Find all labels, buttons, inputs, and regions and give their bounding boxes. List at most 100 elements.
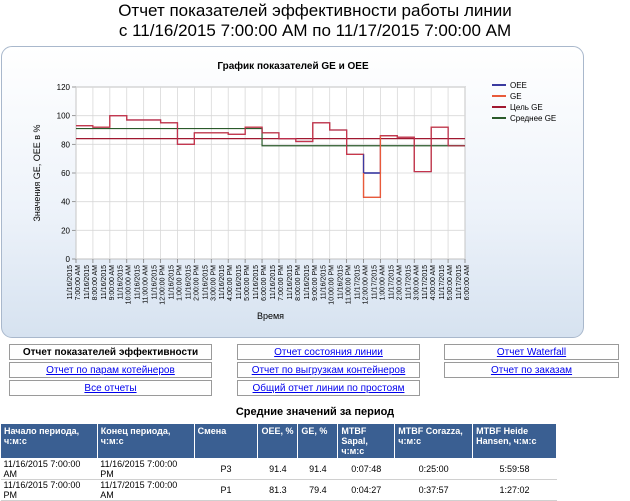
table-row: 11/16/2015 7:00:00 AM 11/16/2015 7:00:00 … bbox=[0, 458, 557, 480]
chart-panel: График показателей GE и OEE 0 20 40 60 80 100 1… bbox=[1, 46, 584, 338]
y-tick-label: 20 bbox=[61, 226, 70, 235]
table-cell: 91.4 bbox=[297, 458, 338, 480]
y-tick-label: 100 bbox=[57, 112, 71, 121]
x-tick-label: 11/16/20153:00:00 PM bbox=[202, 265, 217, 301]
nav-container-pairs-report[interactable]: Отчет по парам котейнеров bbox=[9, 362, 212, 378]
x-tick-text: 11/16/201512:00:00 PM bbox=[152, 265, 167, 305]
x-tick-text: 11/16/20152:00:00 PM bbox=[185, 265, 200, 301]
x-tick-label: 11/16/20158:00:00 AM bbox=[84, 265, 99, 301]
y-tick-label: 80 bbox=[61, 140, 70, 149]
x-tick-label: 11/16/201510:00:00 AM bbox=[118, 265, 133, 304]
averages-title: Средние значений за период bbox=[235, 406, 395, 418]
nav-label: Отчет по заказам bbox=[490, 365, 573, 376]
x-tick-text: 11/16/20158:00:00 PM bbox=[287, 265, 302, 301]
series-line-3 bbox=[76, 127, 465, 147]
table-cell: 11/16/2015 7:00:00 PM bbox=[0, 479, 98, 501]
x-tick-text: 11/16/20155:00:00 PM bbox=[236, 265, 251, 301]
table-cell: 81.3 bbox=[257, 479, 298, 501]
nav-container-unloads-report[interactable]: Отчет по выгрузкам контейнеров bbox=[237, 362, 420, 378]
x-tick-label: 11/16/20159:00:00 PM bbox=[304, 265, 319, 301]
x-tick-label: 11/16/20152:00:00 PM bbox=[185, 265, 200, 301]
x-tick-label: 11/16/20157:00:00 AM bbox=[67, 265, 82, 301]
x-tick-text: 11/17/20154:00:00 AM bbox=[422, 265, 437, 301]
x-tick-text: 11/16/201510:00:00 AM bbox=[118, 265, 133, 304]
x-tick-text: 11/16/20157:00:00 AM bbox=[67, 265, 82, 301]
column-header: GE, % bbox=[297, 423, 339, 459]
nav-label: Отчет по выгрузкам контейнеров bbox=[251, 365, 406, 376]
x-tick-text: 11/16/20159:00:00 PM bbox=[304, 265, 319, 301]
column-header: MTBF Sapal, ч:м:с bbox=[337, 423, 396, 459]
x-tick-text: 11/16/20154:00:00 PM bbox=[219, 265, 234, 301]
nav-waterfall-report[interactable]: Отчет Waterfall bbox=[444, 344, 619, 360]
nav-orders-report[interactable]: Отчет по заказам bbox=[444, 362, 619, 378]
nav-label: Отчет по парам котейнеров bbox=[46, 365, 175, 376]
x-tick-label: 11/16/201512:00:00 PM bbox=[152, 265, 167, 305]
x-tick-label: 11/16/20151:00:00 PM bbox=[168, 265, 183, 301]
nav-label: Отчет состояния линии bbox=[274, 347, 383, 358]
table-cell: 91.4 bbox=[257, 458, 298, 480]
legend-label: GE bbox=[510, 92, 522, 101]
nav-line-status-report[interactable]: Отчет состояния линии bbox=[237, 344, 420, 360]
x-tick-label: 11/17/20154:00:00 AM bbox=[422, 265, 437, 301]
legend-label: Цель GE bbox=[510, 103, 543, 112]
report-period: с 11/16/2015 7:00:00 AM по 11/17/2015 7:… bbox=[118, 21, 512, 40]
table-cell: Р1 bbox=[194, 479, 258, 501]
table-cell: 11/17/2015 7:00:00 AM bbox=[97, 479, 195, 501]
x-tick-text: 11/16/201511:00:00 PM bbox=[338, 265, 353, 304]
x-tick-label: 11/16/201511:00:00 PM bbox=[338, 265, 353, 304]
ge-oee-chart: График показателей GE и OEE 0 20 40 60 80 100 1… bbox=[32, 60, 556, 321]
chart-title: График показателей GE и OEE bbox=[217, 60, 369, 72]
x-tick-label: 11/17/20152:00:00 AM bbox=[388, 265, 403, 301]
nav-label: Общий отчет линии по простоям bbox=[252, 383, 405, 394]
nav-all-reports[interactable]: Все отчеты bbox=[9, 380, 212, 396]
x-tick-text: 11/17/201512:00:00 AM bbox=[355, 265, 370, 304]
nav-line-efficiency-report[interactable]: Отчет показателей эффективности линии bbox=[9, 344, 212, 374]
table-header-row: Начало периода, ч:м:с Конец периода, ч:м:… bbox=[0, 423, 557, 459]
series-line-ge-overlay bbox=[76, 115, 465, 198]
table-cell: 0:37:57 bbox=[394, 479, 473, 501]
x-tick-label: 11/16/20154:00:00 PM bbox=[219, 265, 234, 301]
x-tick-text: 11/16/20157:00:00 PM bbox=[270, 265, 285, 301]
column-header: Смена bbox=[193, 423, 259, 459]
nav-label: Отчет Waterfall bbox=[496, 347, 567, 358]
x-tick-text: 11/17/20151:00:00 AM bbox=[371, 265, 386, 301]
table-cell: 1:27:02 bbox=[472, 479, 557, 501]
x-tick-label: 11/17/20153:00:00 AM bbox=[405, 265, 420, 301]
column-header: Начало периода, ч:м:с bbox=[0, 423, 98, 459]
x-tick-label: 11/16/20157:00:00 PM bbox=[270, 265, 285, 301]
table-cell: 79.4 bbox=[297, 479, 338, 501]
averages-table: Начало периода, ч:м:с Конец периода, ч:м:… bbox=[0, 423, 557, 501]
x-tick-text: 11/16/20151:00:00 PM bbox=[168, 265, 183, 301]
table-cell: 5:59:58 bbox=[472, 458, 557, 480]
y-axis-label: Значения GE, OEE в % bbox=[32, 124, 42, 221]
x-tick-text: 11/16/20153:00:00 PM bbox=[202, 265, 217, 301]
y-tick-label: 0 bbox=[66, 255, 71, 264]
table-cell: 0:07:48 bbox=[337, 458, 395, 480]
x-tick-label: 11/16/201511:00:00 AM bbox=[135, 265, 150, 304]
legend-label: Среднее GE bbox=[510, 114, 556, 123]
x-axis-label: Время bbox=[257, 311, 284, 321]
x-tick-text: 11/16/20156:00:00 PM bbox=[253, 265, 268, 301]
column-header: MTBF Heide Hansen, ч:м:с bbox=[472, 423, 557, 459]
legend-label: OEE bbox=[510, 81, 527, 90]
x-tick-label: 11/16/201510:00:00 PM bbox=[321, 265, 336, 305]
x-tick-label: 11/17/20151:00:00 AM bbox=[371, 265, 386, 301]
table-cell: 0:25:00 bbox=[394, 458, 473, 480]
x-tick-label: 11/16/20159:00:00 AM bbox=[101, 265, 116, 301]
x-tick-text: 11/16/201511:00:00 AM bbox=[135, 265, 150, 304]
x-tick-label: 11/16/20158:00:00 PM bbox=[287, 265, 302, 301]
table-cell: 0:04:27 bbox=[337, 479, 395, 501]
x-tick-label: 11/17/20156:00:00 AM bbox=[456, 265, 471, 301]
column-header: MTBF Corazza, ч:м:с bbox=[394, 423, 474, 459]
column-header: OEE, % bbox=[257, 423, 299, 459]
x-tick-label: 11/16/20155:00:00 PM bbox=[236, 265, 251, 301]
x-tick-text: 11/17/20153:00:00 AM bbox=[405, 265, 420, 301]
table-cell: 11/16/2015 7:00:00 AM bbox=[0, 458, 98, 480]
x-tick-text: 11/16/20158:00:00 AM bbox=[84, 265, 99, 301]
report-title: Отчет показателей эффективности работы л… bbox=[118, 1, 512, 20]
x-tick-label: 11/17/201512:00:00 AM bbox=[355, 265, 370, 304]
table-cell: Р3 bbox=[194, 458, 258, 480]
table-row: 11/16/2015 7:00:00 PM 11/17/2015 7:00:00 … bbox=[0, 479, 557, 501]
x-tick-text: 11/16/20159:00:00 AM bbox=[101, 265, 116, 301]
nav-downtime-report[interactable]: Общий отчет линии по простоям bbox=[237, 380, 420, 396]
